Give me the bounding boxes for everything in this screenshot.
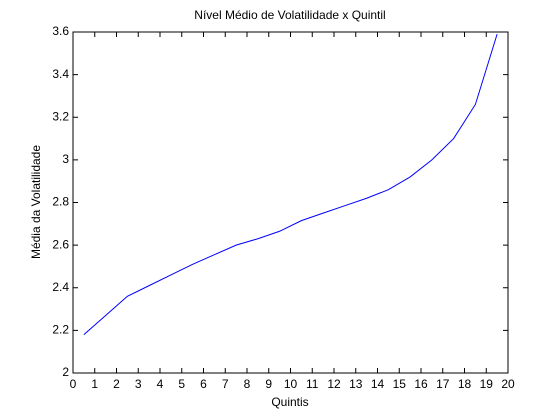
x-tick-label: 1 xyxy=(91,377,98,391)
y-tick-label: 2.2 xyxy=(52,323,69,337)
x-tick-label: 15 xyxy=(393,377,407,391)
x-tick-label: 12 xyxy=(327,377,341,391)
x-tick-label: 4 xyxy=(157,377,164,391)
y-tick-label: 3.6 xyxy=(52,24,69,38)
x-tick-label: 10 xyxy=(284,377,298,391)
y-axis-label: Média da Volatilidade xyxy=(29,145,43,259)
x-tick-label: 2 xyxy=(113,377,120,391)
x-tick-label: 19 xyxy=(480,377,494,391)
y-tick-label: 3.4 xyxy=(52,67,69,81)
plot-area xyxy=(72,31,509,374)
chart-title: Nível Médio de Volatilidade x Quintil xyxy=(194,8,385,22)
x-tick-label: 0 xyxy=(70,377,77,391)
y-tick-label: 2.8 xyxy=(52,195,69,209)
y-tick-label: 3 xyxy=(62,152,69,166)
x-tick-label: 18 xyxy=(458,377,472,391)
y-tick-label: 2 xyxy=(62,365,69,379)
x-tick-label: 13 xyxy=(349,377,363,391)
y-tick-label: 2.6 xyxy=(52,237,69,251)
y-tick-label: 2.4 xyxy=(52,280,69,294)
x-tick-label: 11 xyxy=(306,377,319,391)
x-tick-label: 9 xyxy=(265,377,272,391)
x-tick-label: 16 xyxy=(414,377,428,391)
x-tick-label: 5 xyxy=(178,377,185,391)
x-tick-label: 6 xyxy=(200,377,207,391)
x-tick-label: 3 xyxy=(135,377,142,391)
x-axis-label: Quintis xyxy=(271,395,308,409)
x-tick-label: 20 xyxy=(501,377,515,391)
x-tick-label: 14 xyxy=(371,377,385,391)
x-tick-label: 7 xyxy=(222,377,229,391)
x-tick-label: 8 xyxy=(244,377,251,391)
data-line xyxy=(83,33,498,336)
x-tick-label: 17 xyxy=(436,377,450,391)
y-tick-label: 3.2 xyxy=(52,109,69,123)
